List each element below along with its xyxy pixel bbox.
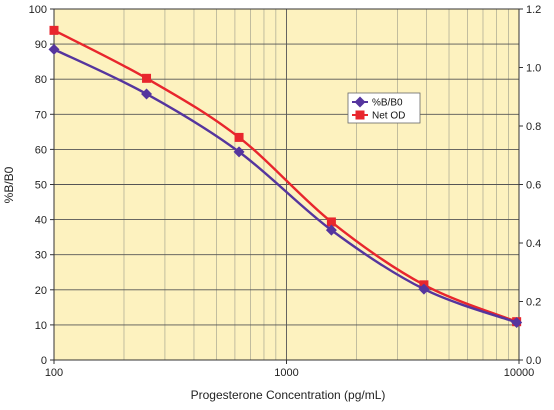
y-tick-label: 70 <box>35 109 47 121</box>
y-tick-label: 50 <box>35 180 47 192</box>
series-line <box>53 29 518 323</box>
legend-marker <box>355 110 365 120</box>
data-point <box>418 283 430 295</box>
y-tick-label: 40 <box>35 215 47 227</box>
legend-marker <box>354 96 366 108</box>
x-tick-label: 100 <box>45 367 63 379</box>
y-tick-label: 80 <box>35 74 47 86</box>
data-point <box>511 316 523 328</box>
y2-tick-label: 1.0 <box>526 63 541 75</box>
x-axis: 100 1000 10000 <box>45 360 534 379</box>
y2-tick-label: 0.8 <box>526 121 541 133</box>
data-point <box>325 224 337 236</box>
y-axis-title: %B/B0 <box>2 166 16 203</box>
y-tick-label: 30 <box>35 250 47 262</box>
legend-label: Net OD <box>372 111 405 122</box>
y-tick-label: 10 <box>35 320 47 332</box>
y-tick-label: 90 <box>35 39 47 51</box>
x-tick-label: 10000 <box>504 367 535 379</box>
x-axis-title: Progesterone Concentration (pg/mL) <box>191 388 386 402</box>
data-point <box>49 25 59 35</box>
y-tick-label: 0 <box>41 355 47 367</box>
series-layer <box>48 25 523 328</box>
y-tick-label: 100 <box>29 4 47 16</box>
data-point <box>233 146 245 158</box>
data-point <box>48 43 60 55</box>
y-axis-right: 0.0 0.2 0.4 0.6 0.8 1.0 1.2 <box>519 4 541 367</box>
data-point <box>142 73 152 83</box>
series-b-b0 <box>48 43 523 328</box>
y2-tick-label: 0.6 <box>526 180 541 192</box>
data-point <box>326 217 336 227</box>
y2-tick-label: 0.4 <box>526 238 541 250</box>
y-axis-left: 0 10 20 30 40 50 60 70 80 90 100 <box>29 4 54 367</box>
x-tick-label: 1000 <box>274 367 298 379</box>
data-point <box>234 132 244 142</box>
data-point <box>141 88 153 100</box>
y2-tick-label: 0.0 <box>526 355 541 367</box>
legend-label: %B/B0 <box>372 98 403 109</box>
legend: %B/B0 Net OD <box>347 92 421 124</box>
y2-tick-label: 1.2 <box>526 4 541 16</box>
y2-tick-label: 0.2 <box>526 297 541 309</box>
y-tick-label: 60 <box>35 144 47 156</box>
y-tick-label: 20 <box>35 285 47 297</box>
